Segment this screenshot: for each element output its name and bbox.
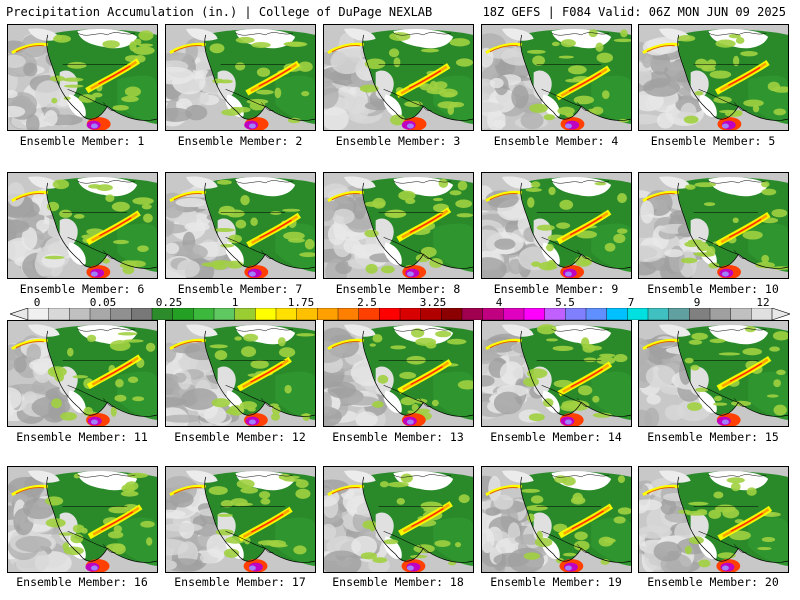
colorbar-swatch <box>482 308 504 320</box>
model-valid-time: 18Z GEFS | F084 Valid: 06Z MON JUN 09 20… <box>482 5 786 19</box>
colorbar-swatch <box>172 308 194 320</box>
colorbar-tick-label: 2.5 <box>357 296 377 309</box>
colorbar-tick-label: 5.5 <box>555 296 575 309</box>
colorbar-swatch <box>358 308 380 320</box>
ensemble-member-label: Ensemble Member: 8 <box>335 282 461 296</box>
colorbar-swatch <box>585 308 608 320</box>
colorbar-swatch <box>213 308 236 320</box>
ensemble-member-map <box>638 24 789 131</box>
colorbar-swatch <box>379 308 401 320</box>
ensemble-member-map <box>7 172 158 279</box>
colorbar-swatch <box>420 308 442 320</box>
colorbar-swatch <box>565 308 587 320</box>
ensemble-member-map <box>638 466 789 573</box>
ensemble-member-label: Ensemble Member: 19 <box>490 575 622 589</box>
ensemble-member-map <box>481 320 632 427</box>
colorbar-swatch <box>647 308 670 320</box>
ensemble-member-map <box>165 320 316 427</box>
colorbar-swatch <box>523 308 546 320</box>
colorbar-swatch <box>709 308 732 320</box>
colorbar-tick-label: 0 <box>33 296 41 309</box>
colorbar-swatch <box>69 308 91 320</box>
colorbar-tick-label: 12 <box>756 296 770 309</box>
ensemble-member-map <box>7 24 158 131</box>
ensemble-member-label: Ensemble Member: 14 <box>490 430 622 444</box>
colorbar-left-arrow <box>10 308 29 320</box>
ensemble-member-label: Ensemble Member: 9 <box>493 282 619 296</box>
ensemble-member-label: Ensemble Member: 16 <box>16 575 148 589</box>
colorbar-swatch <box>275 308 298 320</box>
colorbar-tick-label: 3.25 <box>419 296 447 309</box>
ensemble-member-map <box>638 320 789 427</box>
ensemble-member-label: Ensemble Member: 18 <box>332 575 464 589</box>
colorbar-tick-label: 4 <box>495 296 503 309</box>
ensemble-member-map <box>481 172 632 279</box>
colorbar-swatch <box>131 308 153 320</box>
colorbar-swatch <box>730 308 752 320</box>
ensemble-member-label: Ensemble Member: 10 <box>647 282 779 296</box>
ensemble-member-map <box>165 172 316 279</box>
colorbar-swatch <box>668 308 690 320</box>
ensemble-member-label: Ensemble Member: 20 <box>647 575 779 589</box>
colorbar-tick-label: 1 <box>231 296 239 309</box>
ensemble-member-label: Ensemble Member: 4 <box>493 134 619 148</box>
colorbar-swatch <box>461 308 484 320</box>
colorbar-swatch <box>193 308 215 320</box>
colorbar-tick-label: 0.25 <box>155 296 183 309</box>
ensemble-member-label: Ensemble Member: 13 <box>332 430 464 444</box>
colorbar-swatch <box>689 308 711 320</box>
colorbar-swatch <box>399 308 422 320</box>
ensemble-member-label: Ensemble Member: 7 <box>177 282 303 296</box>
ensemble-member-map <box>323 320 474 427</box>
ensemble-member-map <box>323 172 474 279</box>
colorbar-swatch <box>503 308 525 320</box>
ensemble-member-map <box>323 24 474 131</box>
ensemble-member-map <box>481 24 632 131</box>
colorbar-swatch <box>110 308 132 320</box>
colorbar-tick-label: 1.75 <box>287 296 315 309</box>
colorbar-swatch <box>606 308 628 320</box>
map-title: Precipitation Accumulation (in.) | Colle… <box>6 5 433 19</box>
ensemble-member-label: Ensemble Member: 15 <box>647 430 779 444</box>
colorbar-tick-label: 0.05 <box>89 296 117 309</box>
colorbar-swatch <box>441 308 463 320</box>
precip-colorbar <box>10 308 790 320</box>
colorbar-swatch <box>627 308 649 320</box>
ensemble-member-map <box>165 466 316 573</box>
ensemble-member-label: Ensemble Member: 17 <box>174 575 306 589</box>
ensemble-member-label: Ensemble Member: 5 <box>650 134 776 148</box>
ensemble-member-label: Ensemble Member: 2 <box>177 134 303 148</box>
colorbar-swatch <box>296 308 318 320</box>
ensemble-member-label: Ensemble Member: 3 <box>335 134 461 148</box>
ensemble-member-map <box>323 466 474 573</box>
colorbar-swatch <box>317 308 339 320</box>
colorbar-swatch <box>751 308 773 320</box>
ensemble-member-label: Ensemble Member: 1 <box>19 134 145 148</box>
colorbar-tick-label: 7 <box>627 296 635 309</box>
colorbar-swatch <box>234 308 256 320</box>
colorbar-swatch <box>27 308 50 320</box>
colorbar-swatch <box>48 308 70 320</box>
colorbar-swatch <box>89 308 112 320</box>
colorbar-swatch <box>544 308 566 320</box>
colorbar-labels: 0 0.05 0.25 1 1.75 2.5 3.25 4 5.5 7 9 12 <box>0 296 800 309</box>
colorbar-tick-label: 9 <box>693 296 701 309</box>
ensemble-member-map <box>638 172 789 279</box>
ensemble-member-map <box>7 466 158 573</box>
ensemble-member-map <box>7 320 158 427</box>
ensemble-member-map <box>165 24 316 131</box>
ensemble-member-label: Ensemble Member: 6 <box>19 282 145 296</box>
colorbar-swatch <box>151 308 174 320</box>
ensemble-member-label: Ensemble Member: 12 <box>174 430 306 444</box>
colorbar-right-arrow <box>771 308 790 320</box>
ensemble-member-map <box>481 466 632 573</box>
colorbar-swatch <box>337 308 360 320</box>
ensemble-member-label: Ensemble Member: 11 <box>16 430 148 444</box>
colorbar-swatch <box>255 308 277 320</box>
